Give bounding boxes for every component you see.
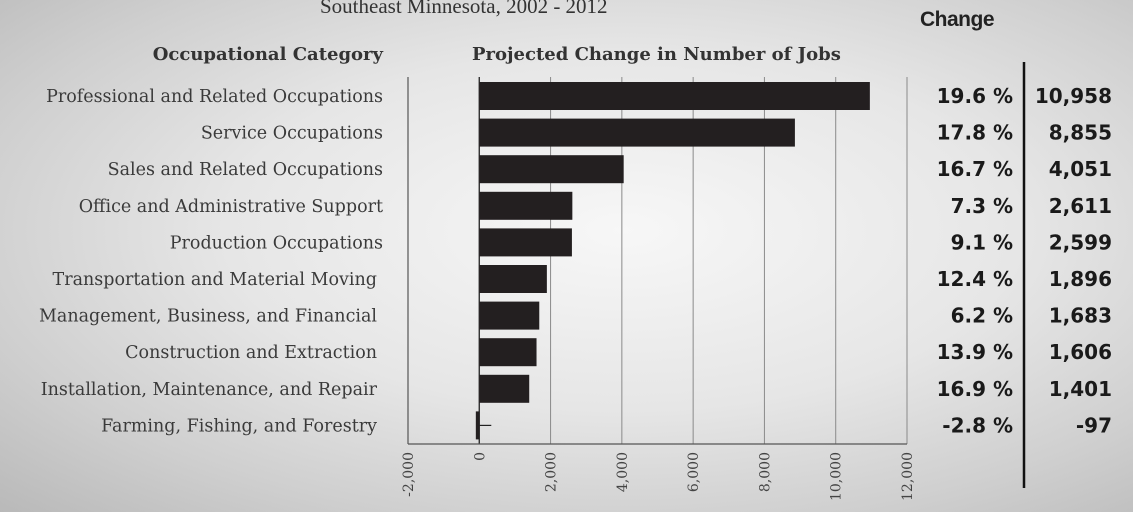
category-label: Transportation and Material Moving <box>53 270 377 290</box>
bar <box>475 411 480 440</box>
value-label: 1,401 <box>1049 377 1112 401</box>
bar <box>479 228 572 257</box>
percent-change-label: 16.9 % <box>937 377 1013 401</box>
bar <box>479 155 624 184</box>
percent-change-label: 6.2 % <box>951 304 1013 328</box>
percent-change-label: 12.4 % <box>937 267 1013 291</box>
percent-change-label: 9.1 % <box>951 230 1013 254</box>
x-tick-label: 8,000 <box>757 452 773 492</box>
x-tick-label: 2,000 <box>544 452 560 492</box>
bar <box>479 82 870 110</box>
percent-change-label: 7.3 % <box>951 194 1013 218</box>
x-tick-label: -2,000 <box>401 452 417 497</box>
bar <box>479 265 547 293</box>
value-label: 1,896 <box>1049 267 1112 291</box>
chart-subtitle: Southeast Minnesota, 2002 - 2012 <box>320 0 608 18</box>
bar <box>479 301 540 330</box>
x-tick-label: 6,000 <box>686 452 702 492</box>
category-label: Production Occupations <box>170 233 383 253</box>
category-label: Service Occupations <box>201 124 383 144</box>
value-label: 10,958 <box>1035 84 1112 108</box>
category-label: Construction and Extraction <box>125 343 377 363</box>
category-label: Installation, Maintenance, and Repair <box>41 380 378 400</box>
percent-change-label: 16.7 % <box>937 157 1013 181</box>
value-label: 1,683 <box>1049 304 1112 328</box>
bar <box>479 338 537 367</box>
category-label: Sales and Related Occupations <box>108 160 383 180</box>
value-label: 4,051 <box>1049 157 1112 181</box>
x-tick-label: 4,000 <box>615 452 631 492</box>
value-label: 8,855 <box>1049 121 1112 145</box>
category-label: Professional and Related Occupations <box>46 87 383 107</box>
category-label: Farming, Fishing, and Forestry <box>101 416 377 436</box>
bar <box>479 118 795 147</box>
x-tick-label: 0 <box>472 452 488 461</box>
value-label: -97 <box>1076 413 1112 437</box>
value-label: 2,599 <box>1049 230 1112 254</box>
x-tick-label: 10,000 <box>829 452 845 501</box>
category-column-heading: Occupational Category <box>152 44 383 65</box>
bar <box>479 191 573 220</box>
value-label: 1,606 <box>1049 340 1112 364</box>
percent-change-label: -2.8 % <box>942 413 1013 437</box>
percent-change-label: 13.9 % <box>937 340 1013 364</box>
bar <box>479 374 530 403</box>
percent-change-label: 17.8 % <box>937 121 1013 145</box>
change-column-heading: Change <box>920 8 995 31</box>
value-label: 2,611 <box>1049 194 1112 218</box>
chart-heading: Projected Change in Number of Jobs <box>472 44 841 65</box>
category-label: Office and Administrative Support <box>79 197 383 217</box>
percent-change-label: 19.6 % <box>937 84 1013 108</box>
x-tick-label: 12,000 <box>900 452 916 501</box>
category-label: Management, Business, and Financial <box>39 307 377 327</box>
